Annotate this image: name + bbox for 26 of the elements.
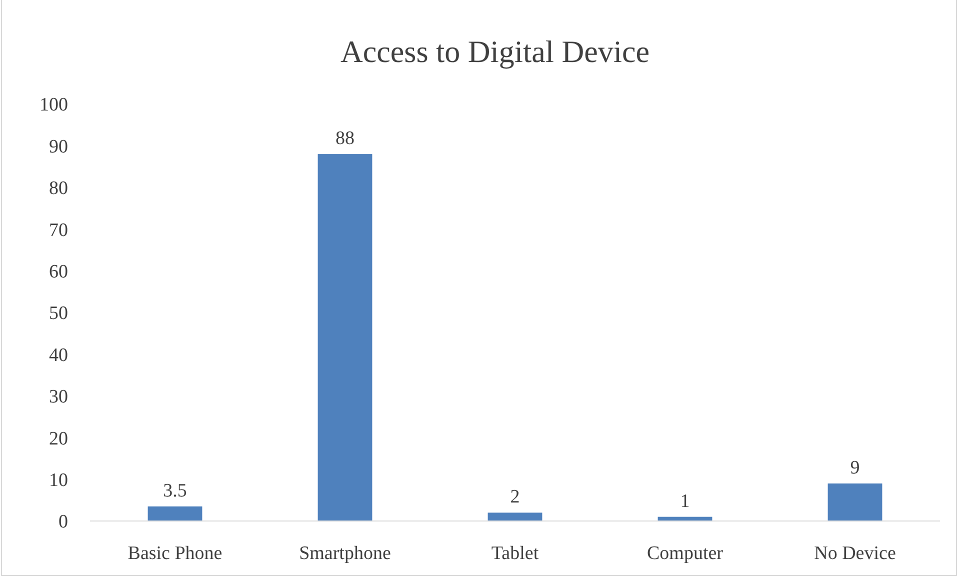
data-label: 1 — [680, 490, 690, 512]
y-tick-label: 30 — [49, 386, 68, 408]
chart-title: Access to Digital Device — [340, 34, 650, 69]
y-tick-label: 40 — [49, 344, 68, 366]
y-tick-label: 80 — [49, 178, 68, 200]
x-tick-label: Computer — [647, 543, 724, 564]
y-tick-label: 70 — [49, 220, 68, 241]
y-tick-label: 90 — [49, 136, 68, 158]
y-tick-label: 60 — [49, 261, 68, 282]
data-label: 88 — [336, 128, 354, 150]
x-tick-label: Smartphone — [299, 543, 391, 564]
y-tick-label: 100 — [40, 94, 68, 116]
y-tick-label: 10 — [49, 470, 68, 491]
x-tick-label: Tablet — [491, 543, 540, 564]
y-tick-label: 20 — [49, 428, 68, 450]
data-label: 2 — [510, 486, 520, 508]
data-label: 9 — [850, 457, 860, 478]
y-tick-label: 50 — [49, 303, 68, 324]
bar — [828, 483, 882, 521]
x-tick-label: No Device — [814, 543, 896, 564]
data-label: 3.5 — [163, 480, 187, 502]
x-tick-label: Basic Phone — [128, 543, 222, 564]
bar — [488, 512, 542, 521]
bar — [318, 154, 372, 521]
y-tick-label: 0 — [58, 512, 68, 533]
bar — [148, 506, 202, 521]
